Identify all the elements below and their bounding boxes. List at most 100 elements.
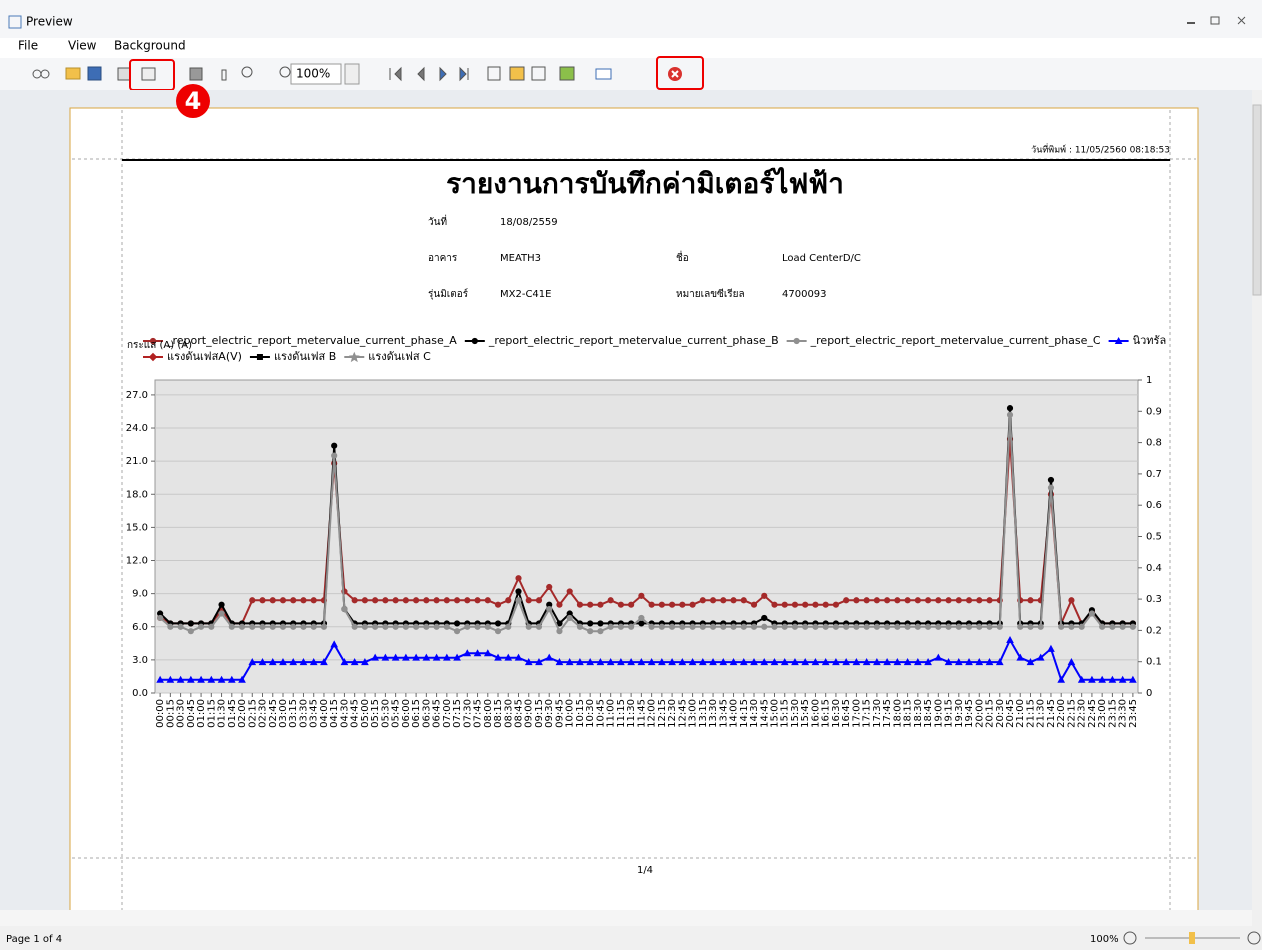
menu-file[interactable]: File xyxy=(18,39,38,53)
data-point xyxy=(781,601,788,608)
x-tick-label: 12:30 xyxy=(667,699,678,728)
x-tick-label: 01:30 xyxy=(217,699,228,728)
data-point xyxy=(637,658,646,666)
data-point xyxy=(227,675,236,683)
data-point xyxy=(965,658,973,666)
zoom-box[interactable] xyxy=(290,63,342,85)
x-tick-label: 17:30 xyxy=(872,699,883,728)
zoom-out[interactable] xyxy=(1123,931,1137,945)
data-point xyxy=(187,620,194,627)
data-point xyxy=(156,675,164,683)
status-page: Page 1 of 4 xyxy=(6,934,62,945)
x-tick-label: 13:15 xyxy=(698,699,709,728)
data-point xyxy=(402,623,409,630)
y2-tick-label: 0.8 xyxy=(1146,438,1162,449)
data-point xyxy=(648,601,655,608)
data-point xyxy=(382,623,389,630)
data-point xyxy=(249,597,256,604)
h-scrollbar[interactable] xyxy=(0,910,1252,926)
data-point xyxy=(596,658,605,666)
data-point xyxy=(1006,411,1014,418)
legend-marker xyxy=(148,352,158,362)
zoom-in[interactable] xyxy=(1247,931,1261,945)
legend-marker xyxy=(793,337,800,345)
data-point xyxy=(780,658,789,666)
x-tick-label: 09:45 xyxy=(554,699,565,728)
y-tick-label: 12.0 xyxy=(126,556,148,567)
x-tick-label: 11:15 xyxy=(616,699,627,728)
data-point xyxy=(464,623,471,630)
legend-marker xyxy=(1114,336,1123,344)
data-point xyxy=(350,658,359,666)
data-point xyxy=(1099,623,1106,630)
data-point xyxy=(331,452,338,459)
x-tick-label: 04:45 xyxy=(350,699,361,728)
data-point xyxy=(392,597,399,604)
data-point xyxy=(1068,623,1075,630)
data-point xyxy=(606,658,615,666)
y-tick-label: 24.0 xyxy=(126,423,148,434)
data-point xyxy=(801,658,810,666)
data-point xyxy=(505,623,512,630)
x-tick-label: 07:00 xyxy=(442,699,453,728)
menu-background[interactable]: Background xyxy=(114,39,186,53)
x-tick-label: 21:45 xyxy=(1046,699,1057,728)
x-tick-label: 04:30 xyxy=(339,699,350,728)
data-point xyxy=(1077,675,1086,683)
menu-view[interactable]: View xyxy=(68,39,97,53)
y-tick-label: 6.0 xyxy=(132,622,148,633)
data-point xyxy=(504,653,513,661)
legend-label: _report_electric_report_metervalue_curre… xyxy=(488,334,779,347)
data-point xyxy=(371,653,379,661)
minimize-button[interactable] xyxy=(1187,22,1195,24)
zoom-dropdown[interactable] xyxy=(344,63,360,85)
x-tick-label: 05:30 xyxy=(380,699,391,728)
data-point xyxy=(597,601,604,608)
data-point xyxy=(514,653,523,661)
x-tick-label: 02:00 xyxy=(237,699,248,728)
y-tick-label: 27.0 xyxy=(126,390,148,401)
data-point xyxy=(628,623,635,630)
x-tick-label: 01:45 xyxy=(227,699,238,728)
data-point xyxy=(638,620,645,627)
y-tick-label: 15.0 xyxy=(126,522,148,533)
legend-label: แรงดันเฟสA(V) xyxy=(167,350,242,363)
data-point xyxy=(802,623,809,630)
data-point xyxy=(433,597,440,604)
data-point xyxy=(525,597,532,604)
data-point xyxy=(176,675,185,683)
legend-label: นิวทรัล xyxy=(1133,334,1167,347)
field-value: 4700093 xyxy=(782,289,827,300)
x-tick-label: 02:15 xyxy=(247,699,258,728)
x-tick-label: 22:45 xyxy=(1087,699,1098,728)
x-tick-label: 08:30 xyxy=(503,699,514,728)
scroll-thumb[interactable] xyxy=(1252,104,1262,296)
data-point xyxy=(576,658,584,666)
x-tick-label: 17:00 xyxy=(851,699,862,728)
legend-marker xyxy=(471,337,478,345)
scrollbar[interactable] xyxy=(1252,90,1262,910)
x-tick-label: 10:45 xyxy=(595,699,606,728)
x-tick-label: 22:30 xyxy=(1077,699,1088,728)
data-point xyxy=(647,658,656,666)
data-point xyxy=(310,623,317,630)
zoom-value[interactable]: 100% xyxy=(296,67,330,81)
data-point xyxy=(556,601,563,608)
data-point xyxy=(474,623,481,630)
data-point xyxy=(1119,623,1126,630)
data-point xyxy=(761,592,768,599)
zoom-thumb[interactable] xyxy=(1189,932,1195,944)
data-point xyxy=(361,623,369,630)
restore-button[interactable] xyxy=(1210,16,1220,25)
legend-label: _report_electric_report_metervalue_curre… xyxy=(166,334,457,347)
data-point xyxy=(597,628,604,635)
close-button[interactable] xyxy=(1237,16,1246,25)
x-tick-label: 12:00 xyxy=(647,699,658,728)
x-tick-label: 22:00 xyxy=(1056,699,1067,728)
legend-label: _report_electric_report_metervalue_curre… xyxy=(810,334,1101,347)
x-tick-label: 23:15 xyxy=(1107,699,1118,728)
x-tick-label: 06:15 xyxy=(411,699,422,728)
data-point xyxy=(259,597,266,604)
data-point xyxy=(1036,653,1045,661)
data-point xyxy=(730,597,737,604)
